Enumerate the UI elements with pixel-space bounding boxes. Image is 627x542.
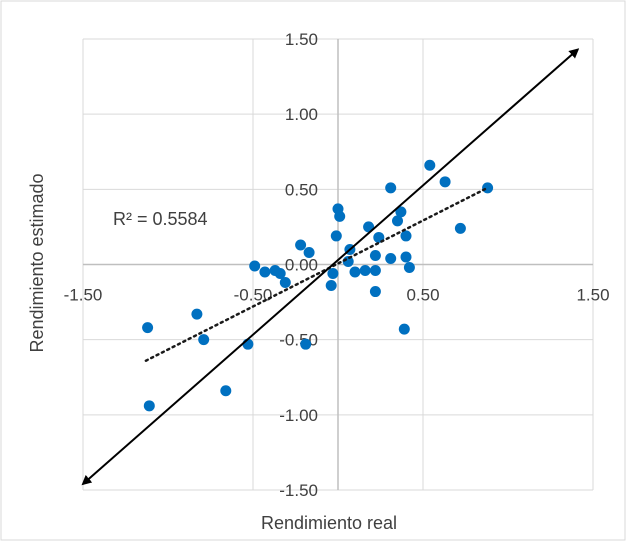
data-point xyxy=(369,286,381,298)
data-point xyxy=(295,239,307,251)
data-point xyxy=(300,338,312,350)
data-point xyxy=(398,323,410,335)
data-point xyxy=(369,249,381,261)
data-point xyxy=(400,230,412,242)
y-tick-label: -0.50 xyxy=(279,331,318,350)
data-point xyxy=(334,210,346,222)
data-point xyxy=(369,265,381,277)
data-point xyxy=(403,262,415,274)
data-point xyxy=(325,280,337,292)
data-point xyxy=(220,385,232,397)
data-point xyxy=(359,265,371,277)
data-point xyxy=(303,246,315,258)
x-tick-label: -0.50 xyxy=(234,286,273,305)
y-tick-label: 1.00 xyxy=(285,105,318,124)
data-point xyxy=(400,251,412,263)
y-tick-label: -1.50 xyxy=(279,481,318,500)
data-point xyxy=(385,182,397,194)
data-point xyxy=(349,266,361,278)
r-squared-label: R² = 0.5584 xyxy=(113,209,208,229)
data-point xyxy=(198,334,210,346)
data-point xyxy=(191,308,203,320)
y-tick-label: 1.50 xyxy=(285,30,318,49)
data-point xyxy=(249,260,261,272)
data-point xyxy=(454,222,466,234)
x-tick-label: 0.50 xyxy=(406,286,439,305)
y-tick-label: -1.00 xyxy=(279,406,318,425)
data-point xyxy=(143,400,155,412)
data-point xyxy=(392,215,403,227)
data-point xyxy=(142,322,154,334)
identity-arrow xyxy=(81,48,580,486)
data-point xyxy=(327,268,339,280)
y-tick-label: 0.00 xyxy=(285,256,318,275)
data-point xyxy=(279,277,291,289)
x-tick-label: -1.50 xyxy=(64,286,103,305)
data-point xyxy=(330,230,342,242)
data-point xyxy=(439,176,451,188)
x-tick-label: 1.50 xyxy=(576,286,609,305)
data-point xyxy=(259,266,271,278)
data-point xyxy=(424,159,436,171)
y-tick-label: 0.50 xyxy=(285,180,318,199)
y-axis-title: Rendimiento estimado xyxy=(27,173,47,352)
x-axis-title: Rendimiento real xyxy=(261,513,397,533)
data-point xyxy=(385,252,397,264)
